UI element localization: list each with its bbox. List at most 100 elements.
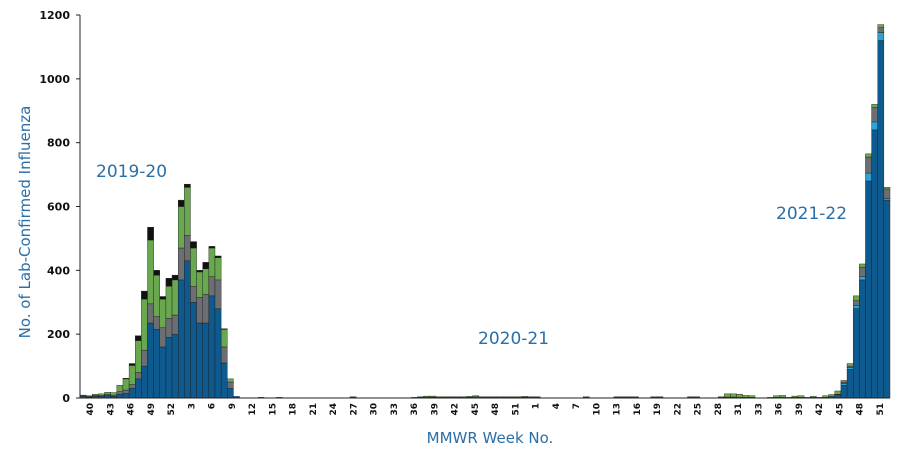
bar-segment-green [521,396,529,398]
bar-segment-green [527,396,535,398]
bar-segment-black [184,183,191,188]
bar-segment-green [141,298,148,351]
bar-segment-black [171,274,179,281]
x-tick-label: 39 [430,403,440,416]
bar-segment-green [773,395,780,398]
bar-segment-blue [840,385,848,399]
x-tick-label: 45 [835,403,845,416]
bar-segment-black [220,328,228,330]
bar-segment-gray [877,27,885,33]
bar-segment-blue [153,329,160,399]
bar-segment-green [687,396,694,398]
bar-segment-gray [214,279,222,309]
bar-segment-black [196,270,203,273]
x-tick-label: 25 [694,403,704,416]
bar-segment-lightblue [883,198,891,201]
bar-segment-gray [883,188,891,199]
bar-segment-green [454,396,461,398]
bar-segment-blue [171,333,179,399]
x-tick-label: 36 [410,403,420,416]
bar-segment-green [748,395,756,398]
bar-segment-green [177,206,185,249]
bar-segment-green [460,396,467,398]
x-tick-label: 24 [329,403,339,416]
bar-segment-green [619,396,627,398]
bar-segment-green [128,365,136,385]
bar-segment-green [834,390,842,395]
bar-segment-green [214,257,222,281]
bar-segment-gray [859,266,866,277]
bar-segment-blue [202,322,210,399]
bar-segment-green [417,396,424,398]
bar-segment-green [159,298,167,328]
bar-segment-green [497,396,504,398]
bar-segment-green [742,395,750,398]
bar-segment-green [613,396,621,398]
bar-segment-green [852,295,860,301]
x-tick-label: 18 [289,403,299,416]
bar-segment-gray [202,294,210,324]
bar-segment-blue [165,337,173,399]
bar-segment-green [85,395,93,397]
x-tick-label: 19 [653,403,663,416]
bar-segment-green [791,395,799,398]
bar-segment-blue [227,388,234,399]
x-tick-label: 33 [754,403,764,416]
bar-segment-gray [116,391,124,395]
season-label-2019-20: 2019-20 [96,162,167,182]
bar-segment-blue [177,279,185,399]
bar-segment-green [883,187,891,190]
x-tick-label: 6 [208,403,218,409]
x-tick-label: 12 [248,403,258,416]
bar-segment-lightblue [859,276,866,281]
bar-segment-green [490,396,498,398]
bar-segment-blue [852,308,860,399]
x-tick-label: 43 [106,403,116,416]
bar-segment-green [202,268,210,295]
bar-segment-black [153,270,160,276]
bar-segment-black [177,199,185,207]
bar-segment-gray [165,318,173,338]
bar-segment-blue [128,388,136,399]
bar-segment-gray [840,381,848,384]
bar-segment-blue [116,393,124,399]
bar-segment-green [693,396,700,398]
bar-segment-gray [846,365,854,368]
bar-segment-green [797,395,805,398]
x-tick-label: 7 [572,403,582,409]
bar-segment-green [153,274,160,317]
x-tick-label: 48 [491,403,501,416]
bar-segment-green [822,395,829,398]
bar-segment-green [116,385,124,392]
bar-segment-green [220,329,228,348]
bar-segment-green [466,396,473,398]
x-tick-label: 28 [714,403,724,416]
x-tick-label: 30 [370,403,380,416]
y-axis-title: No. of Lab-Confirmed Influenza [16,106,34,339]
bar-segment-gray [865,156,872,174]
bar-segment-black [165,278,173,287]
bar-segment-gray [184,235,191,261]
bar-segment-blue [214,308,222,399]
bar-segment-black [122,378,130,380]
bar-segment-green [503,396,510,398]
bar-segment-blue [208,295,216,399]
bar-segment-lightblue [871,121,878,131]
x-tick-label: 39 [795,403,805,416]
bar-segment-black [159,296,167,300]
bar-segment-green [779,395,786,398]
bar-segment-green [871,104,878,108]
bar-segment-blue [871,129,878,399]
y-tick-label: 1200 [39,9,70,22]
x-tick-label: 10 [592,403,602,416]
season-label-2021-22: 2021-22 [776,204,847,224]
bar-segment-lightblue [846,367,854,370]
bar-segment-green [423,395,430,398]
x-tick-label: 27 [349,403,359,416]
x-tick-label: 21 [309,403,319,416]
bar-segment-gray [135,372,142,380]
bar-segment-gray [871,107,878,123]
y-tick-label: 600 [47,201,70,214]
bar-segment-green [472,395,480,397]
